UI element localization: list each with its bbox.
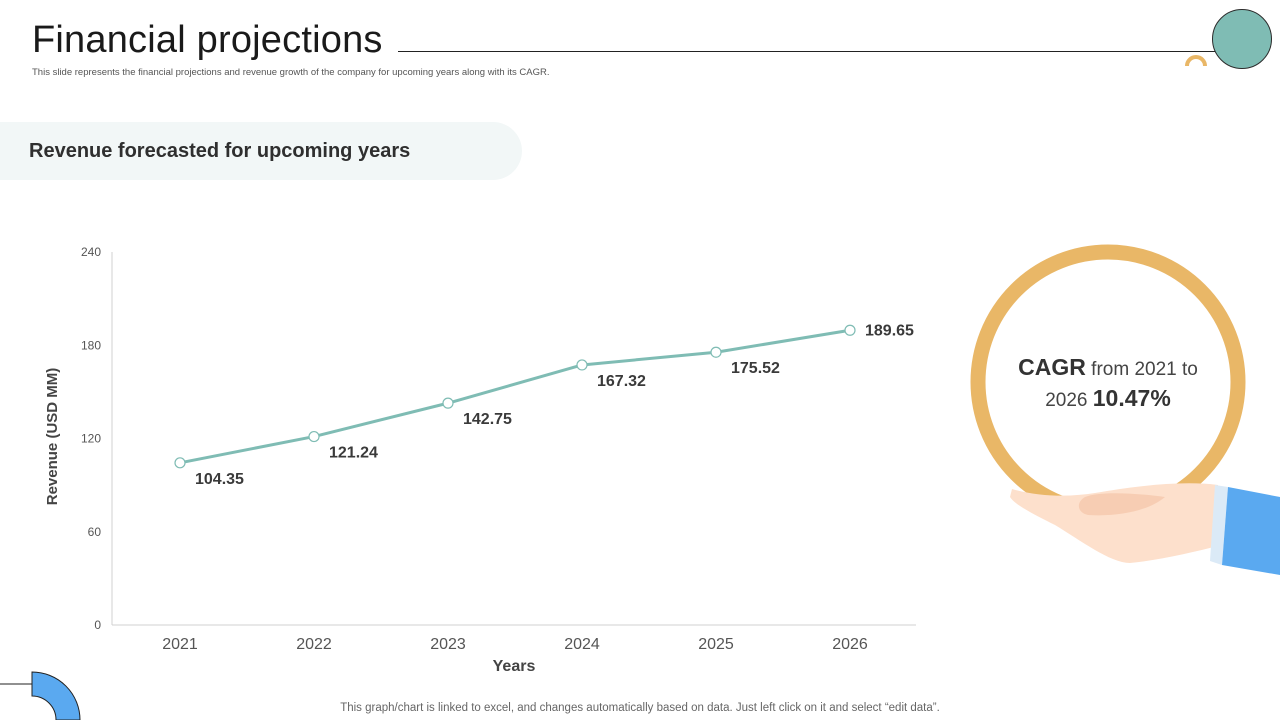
section-header: Revenue forecasted for upcoming years — [0, 122, 522, 180]
sleeve — [1222, 487, 1280, 575]
revenue-series-line — [179, 328, 851, 465]
y-tick-label: 120 — [81, 432, 101, 446]
x-tick-label: 2024 — [564, 636, 600, 653]
data-label: 189.65 — [865, 322, 914, 339]
cagr-value: 10.47% — [1092, 385, 1171, 411]
data-point — [442, 397, 454, 409]
shirt-cuff — [1210, 485, 1228, 565]
y-tick-label: 180 — [81, 338, 101, 352]
data-point — [576, 359, 588, 371]
data-label: 167.32 — [597, 373, 646, 390]
data-point — [308, 430, 320, 443]
data-label: 121.24 — [329, 445, 378, 462]
cagr-period: from 2021 to 2026 — [1045, 359, 1198, 411]
data-point — [710, 346, 722, 358]
page-subtitle: This slide represents the financial proj… — [32, 67, 550, 78]
x-tick-label: 2023 — [430, 636, 466, 653]
data-label: 104.35 — [195, 471, 244, 488]
data-point — [174, 457, 186, 469]
decorative-orange-arc — [1185, 55, 1207, 66]
section-heading: Revenue forecasted for upcoming years — [29, 140, 411, 162]
x-tick-label: 2022 — [296, 636, 332, 653]
y-tick-label: 240 — [81, 245, 101, 259]
x-tick-label: 2026 — [832, 636, 868, 653]
data-label: 175.52 — [731, 360, 780, 377]
data-point — [844, 324, 856, 336]
hand-shape — [1010, 483, 1222, 563]
title-underline — [398, 51, 1240, 52]
y-tick-label: 0 — [94, 618, 101, 632]
hand-holding-ring-illustration — [970, 244, 1280, 575]
revenue-line-chart[interactable]: 0 60 120 180 240 2021 2022 2023 2024 2025 2026 Year… — [0, 230, 940, 690]
x-tick-label: 2025 — [698, 636, 734, 653]
x-axis-title: Years — [493, 658, 536, 675]
cagr-label: CAGR — [1018, 354, 1086, 380]
x-tick-label: 2021 — [162, 636, 198, 653]
chart-footnote: This graph/chart is linked to excel, and… — [340, 702, 940, 714]
y-tick-label: 60 — [88, 525, 102, 539]
y-axis-title: Revenue (USD MM) — [44, 368, 61, 506]
decorative-teal-circle — [1212, 9, 1272, 69]
page-title: Financial projections — [32, 19, 383, 61]
cagr-caption: CAGR from 2021 to 2026 10.47% — [1000, 353, 1216, 415]
hand-thumb — [1078, 493, 1165, 516]
data-label: 142.75 — [463, 411, 512, 428]
